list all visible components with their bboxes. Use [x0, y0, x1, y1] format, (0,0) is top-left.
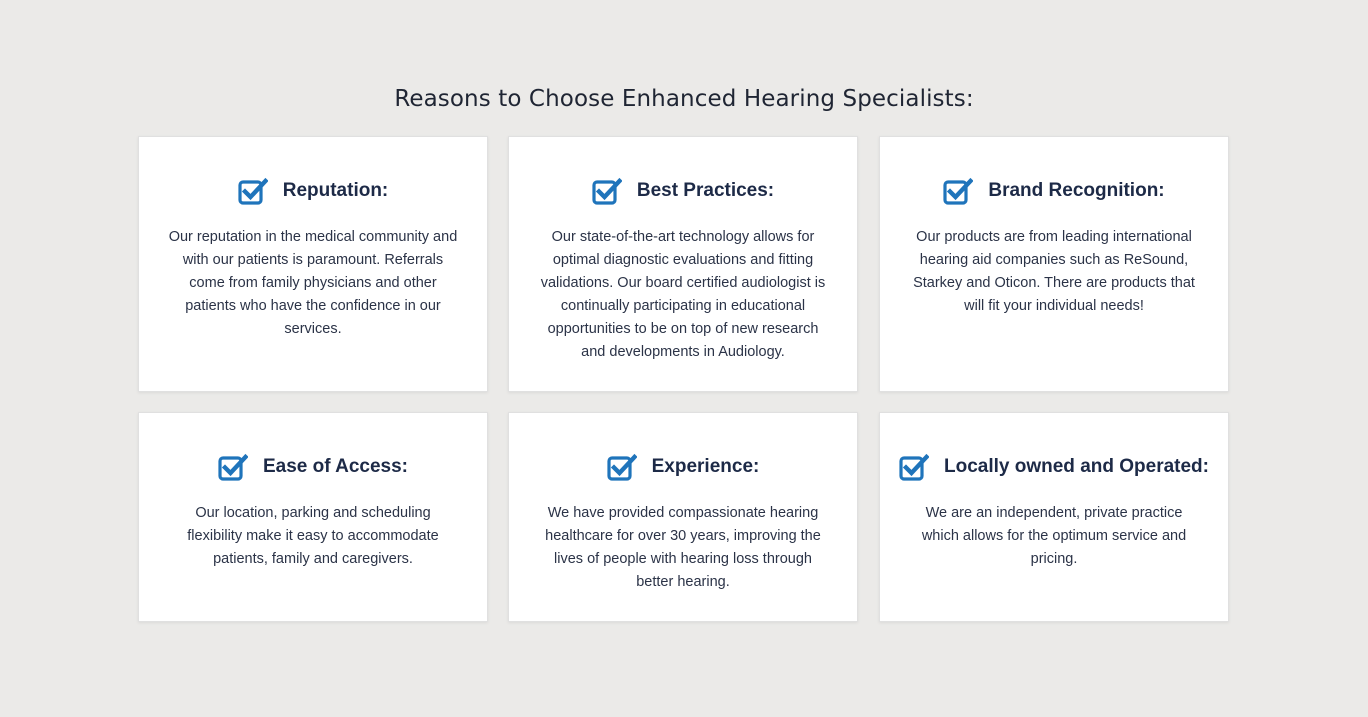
checkbox-checked-icon [218, 453, 248, 481]
card-description: Our location, parking and scheduling fle… [167, 502, 459, 571]
card-description: Our reputation in the medical community … [167, 226, 459, 341]
checkbox-checked-icon [607, 453, 637, 481]
card-heading: Experience: [509, 453, 857, 481]
checkbox-checked-icon [899, 453, 929, 481]
reason-card-best-practices: Best Practices: Our state-of-the-art tec… [508, 136, 858, 392]
checkbox-checked-icon [592, 177, 622, 205]
reason-card-locally-owned: Locally owned and Operated: We are an in… [879, 412, 1229, 622]
card-heading: Brand Recognition: [880, 177, 1228, 205]
reason-card-reputation: Reputation: Our reputation in the medica… [138, 136, 488, 392]
section-title: Reasons to Choose Enhanced Hearing Speci… [0, 86, 1368, 112]
card-title: Experience: [652, 456, 760, 478]
card-description: Our state-of-the-art technology allows f… [537, 226, 829, 364]
card-title: Locally owned and Operated: [944, 456, 1209, 478]
card-title: Reputation: [283, 180, 389, 202]
card-title: Ease of Access: [263, 456, 408, 478]
checkbox-checked-icon [238, 177, 268, 205]
checkbox-checked-icon [943, 177, 973, 205]
card-description: We are an independent, private practice … [908, 502, 1200, 571]
card-heading: Reputation: [139, 177, 487, 205]
card-description: Our products are from leading internatio… [908, 226, 1200, 318]
card-heading: Locally owned and Operated: [880, 453, 1228, 481]
card-heading: Ease of Access: [139, 453, 487, 481]
card-title: Best Practices: [637, 180, 774, 202]
card-heading: Best Practices: [509, 177, 857, 205]
card-title: Brand Recognition: [988, 180, 1164, 202]
reason-card-experience: Experience: We have provided compassiona… [508, 412, 858, 622]
reason-card-brand-recognition: Brand Recognition: Our products are from… [879, 136, 1229, 392]
reason-card-ease-of-access: Ease of Access: Our location, parking an… [138, 412, 488, 622]
card-description: We have provided compassionate hearing h… [537, 502, 829, 594]
